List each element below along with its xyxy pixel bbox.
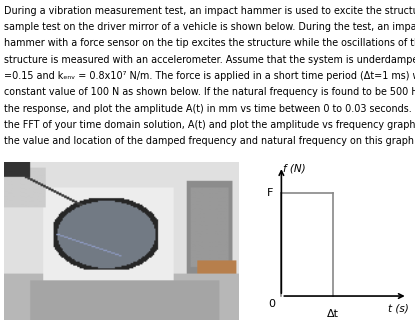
Text: 0: 0 (268, 299, 275, 309)
Text: the FFT of your time domain solution, A(t) and plot the amplitude vs frequency g: the FFT of your time domain solution, A(… (4, 120, 415, 130)
Text: the value and location of the damped frequency and natural frequency on this gra: the value and location of the damped fre… (4, 136, 415, 146)
Text: hammer with a force sensor on the tip excites the structure while the oscillatio: hammer with a force sensor on the tip ex… (4, 38, 415, 48)
Text: sample test on the driver mirror of a vehicle is shown below. During the test, a: sample test on the driver mirror of a ve… (4, 22, 415, 32)
Text: the response, and plot the amplitude A(t) in mm vs time between 0 to 0.03 second: the response, and plot the amplitude A(t… (4, 104, 415, 114)
Text: f (N): f (N) (283, 163, 305, 173)
Text: t (s): t (s) (388, 304, 409, 314)
Text: During a vibration measurement test, an impact hammer is used to excite the stru: During a vibration measurement test, an … (4, 6, 415, 16)
Text: =0.15 and kₑₙᵥ = 0.8x10⁷ N/m. The force is applied in a short time period (Δt=1 : =0.15 and kₑₙᵥ = 0.8x10⁷ N/m. The force … (4, 71, 415, 81)
Text: Δt: Δt (327, 309, 339, 319)
Text: structure is measured with an accelerometer. Assume that the system is underdamp: structure is measured with an accelerome… (4, 55, 415, 65)
Text: F: F (267, 188, 273, 198)
Text: constant value of 100 N as shown below. If the natural frequency is found to be : constant value of 100 N as shown below. … (4, 87, 415, 97)
